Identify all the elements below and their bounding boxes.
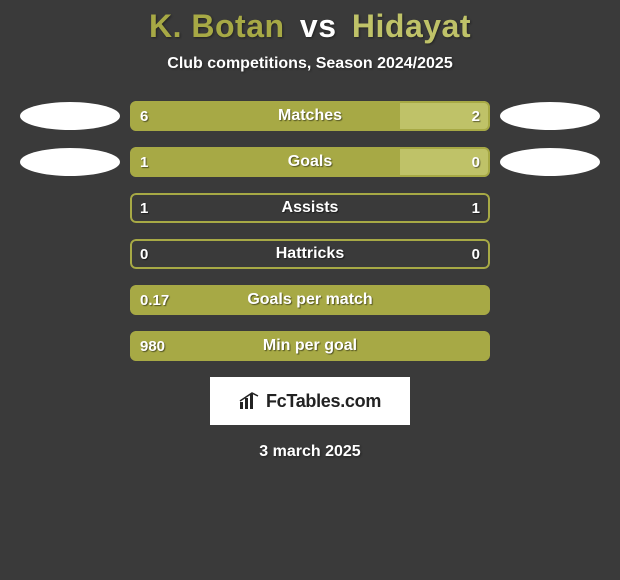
stat-bar: 00Hattricks <box>130 239 490 269</box>
stats-rows: 62Matches 10Goals 11Assists 00Hattricks 0.17… <box>0 101 620 361</box>
team-ellipse-left <box>20 102 120 130</box>
stat-bar: 0.17Goals per match <box>130 285 490 315</box>
left-side <box>10 102 130 130</box>
stat-bar: 62Matches <box>130 101 490 131</box>
stat-label: Matches <box>130 101 490 131</box>
player2-name: Hidayat <box>352 8 471 44</box>
stat-row: 980Min per goal <box>10 331 610 361</box>
stat-bar: 11Assists <box>130 193 490 223</box>
stat-row: 00Hattricks <box>10 239 610 269</box>
stat-label: Assists <box>130 193 490 223</box>
brand-badge: FcTables.com <box>210 377 410 425</box>
team-ellipse-left <box>20 148 120 176</box>
vs-text: vs <box>300 8 337 44</box>
right-side <box>490 102 610 130</box>
left-side <box>10 148 130 176</box>
chart-icon <box>239 392 261 410</box>
stat-bar: 980Min per goal <box>130 331 490 361</box>
page-title: K. Botan vs Hidayat <box>0 8 620 45</box>
stat-bar: 10Goals <box>130 147 490 177</box>
stat-row: 0.17Goals per match <box>10 285 610 315</box>
right-side <box>490 148 610 176</box>
stat-label: Goals per match <box>130 285 490 315</box>
stat-row: 10Goals <box>10 147 610 177</box>
brand-text: FcTables.com <box>266 391 381 412</box>
stat-label: Hattricks <box>130 239 490 269</box>
stat-row: 62Matches <box>10 101 610 131</box>
player1-name: K. Botan <box>149 8 285 44</box>
comparison-card: K. Botan vs Hidayat Club competitions, S… <box>0 0 620 461</box>
team-ellipse-right <box>500 102 600 130</box>
team-ellipse-right <box>500 148 600 176</box>
stat-row: 11Assists <box>10 193 610 223</box>
subtitle: Club competitions, Season 2024/2025 <box>0 55 620 73</box>
date-text: 3 march 2025 <box>0 443 620 461</box>
stat-label: Goals <box>130 147 490 177</box>
stat-label: Min per goal <box>130 331 490 361</box>
